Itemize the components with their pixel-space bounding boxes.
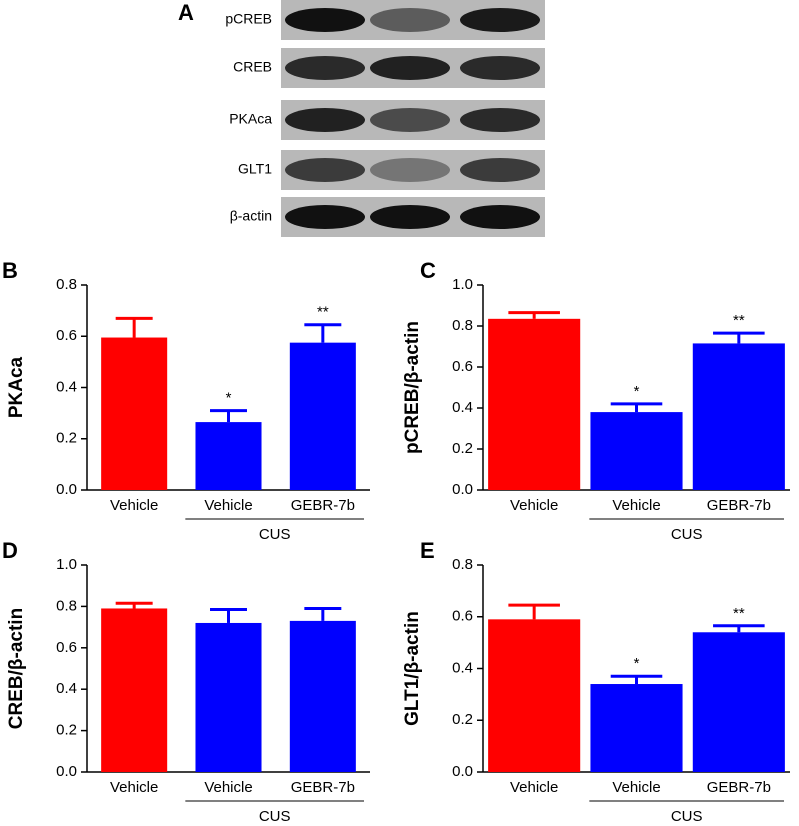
bar [101,337,168,490]
y-axis-label: GLT1/β-actin [402,611,423,726]
blot-label: GLT1 [238,161,272,177]
blot-band [460,205,540,229]
bar [289,342,356,490]
bar [289,620,356,772]
panel-label: E [420,538,435,563]
x-tick-label: Vehicle [204,497,252,514]
panel-label: C [420,258,436,283]
y-tick-label: 0.2 [452,711,473,728]
bar [488,318,581,490]
y-tick-label: 1.0 [56,556,77,573]
group-label: CUS [259,526,291,543]
blot-band [460,8,540,32]
bar [590,412,683,490]
x-tick-label: Vehicle [110,779,158,796]
blot-band [285,108,365,132]
significance: ** [317,304,329,321]
panel-label: D [2,538,18,563]
bar [488,619,581,772]
group-label: CUS [671,808,703,825]
group-label: CUS [671,526,703,543]
significance: ** [733,312,745,329]
x-tick-label: Vehicle [510,779,558,796]
x-tick-label: GEBR-7b [291,497,355,514]
bar [692,343,785,490]
y-tick-label: 0.0 [56,763,77,780]
y-tick-label: 0.8 [452,556,473,573]
bar [195,622,262,772]
y-tick-label: 0.2 [56,722,77,739]
y-axis-label: PKAca [6,356,27,418]
panel-label: B [2,258,18,283]
panel-label: A [178,0,194,25]
x-tick-label: Vehicle [612,497,660,514]
blot-label: CREB [233,59,272,75]
blot-band [370,108,450,132]
y-tick-label: 0.4 [56,680,77,697]
y-tick-label: 0.0 [452,481,473,498]
bar [195,422,262,490]
y-axis-label: CREB/β-actin [6,608,27,729]
y-tick-label: 0.6 [56,639,77,656]
y-tick-label: 0.6 [452,608,473,625]
y-tick-label: 0.4 [452,399,473,416]
significance: * [634,383,640,400]
bar [590,684,683,772]
y-tick-label: 0.0 [452,763,473,780]
x-tick-label: GEBR-7b [707,779,771,796]
group-label: CUS [259,808,291,825]
blot-label: β-actin [230,208,272,224]
y-tick-label: 0.2 [452,440,473,457]
significance: * [634,655,640,672]
blot-band [460,56,540,80]
blot-band [370,205,450,229]
blot-band [370,158,450,182]
y-tick-label: 0.6 [452,358,473,375]
x-tick-label: Vehicle [204,779,252,796]
y-tick-label: 0.2 [56,430,77,447]
x-tick-label: Vehicle [612,779,660,796]
y-tick-label: 0.8 [56,597,77,614]
significance: ** [733,605,745,622]
blot-band [460,108,540,132]
blot-band [285,158,365,182]
y-tick-label: 0.8 [56,276,77,293]
x-tick-label: Vehicle [510,497,558,514]
blot-label: PKAca [229,111,272,127]
significance: * [226,390,232,407]
blot-band [370,56,450,80]
y-tick-label: 0.4 [56,378,77,395]
x-tick-label: GEBR-7b [291,779,355,796]
bar [692,632,785,772]
x-tick-label: Vehicle [110,497,158,514]
y-tick-label: 1.0 [452,276,473,293]
blot-band [370,8,450,32]
blot-label: pCREB [225,11,272,27]
y-tick-label: 0.8 [452,317,473,334]
x-tick-label: GEBR-7b [707,497,771,514]
blot-band [285,8,365,32]
y-tick-label: 0.4 [452,659,473,676]
blot-band [285,205,365,229]
y-tick-label: 0.0 [56,481,77,498]
y-axis-label: pCREB/β-actin [402,321,423,454]
y-tick-label: 0.6 [56,327,77,344]
blot-band [460,158,540,182]
bar [101,608,168,772]
blot-band [285,56,365,80]
